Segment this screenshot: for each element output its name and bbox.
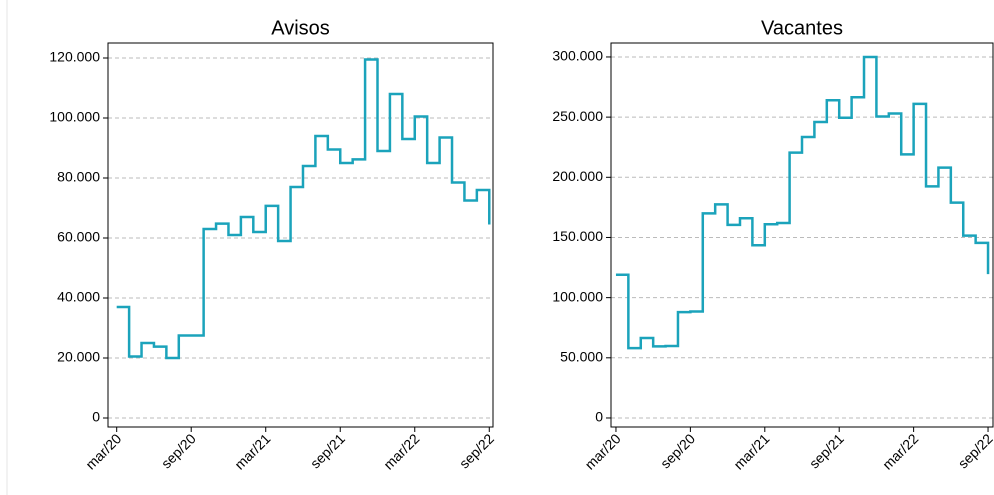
x-tick-label: mar/20 [582,430,624,472]
y-tick-label: 200.000 [552,168,603,184]
y-tick-label: 120.000 [49,49,100,65]
x-tick-label: sep/22 [955,430,994,471]
y-tick-label: 150.000 [552,228,603,244]
y-tick-label: 100.000 [49,109,100,125]
y-tick-label: 80.000 [57,169,100,185]
x-tick-label: mar/22 [380,430,422,472]
y-tick-label: 60.000 [57,229,100,245]
y-tick-label: 0 [92,409,100,425]
y-tick-label: 50.000 [560,349,603,365]
x-tick-label: mar/20 [82,430,124,472]
x-tick-label: sep/20 [657,430,698,471]
chart-title: Vacantes [761,17,843,39]
y-tick-label: 40.000 [57,289,100,305]
line-series [615,55,990,350]
x-tick-label: sep/21 [806,430,847,471]
plot-frame [610,42,994,428]
y-tick-label: 20.000 [57,349,100,365]
line-series [116,58,491,360]
x-tick-label: mar/21 [231,430,273,472]
x-tick-label: sep/21 [307,430,348,471]
y-tick-label: 100.000 [552,288,603,304]
x-tick-label: mar/21 [730,430,772,472]
y-tick-label: 300.000 [552,48,603,64]
x-tick-label: sep/22 [456,430,497,471]
plot-frame [107,42,494,428]
chart-title: Avisos [271,17,330,39]
x-tick-label: mar/22 [879,430,921,472]
x-tick-label: sep/20 [158,430,199,471]
y-tick-label: 0 [595,409,603,425]
y-tick-label: 250.000 [552,108,603,124]
